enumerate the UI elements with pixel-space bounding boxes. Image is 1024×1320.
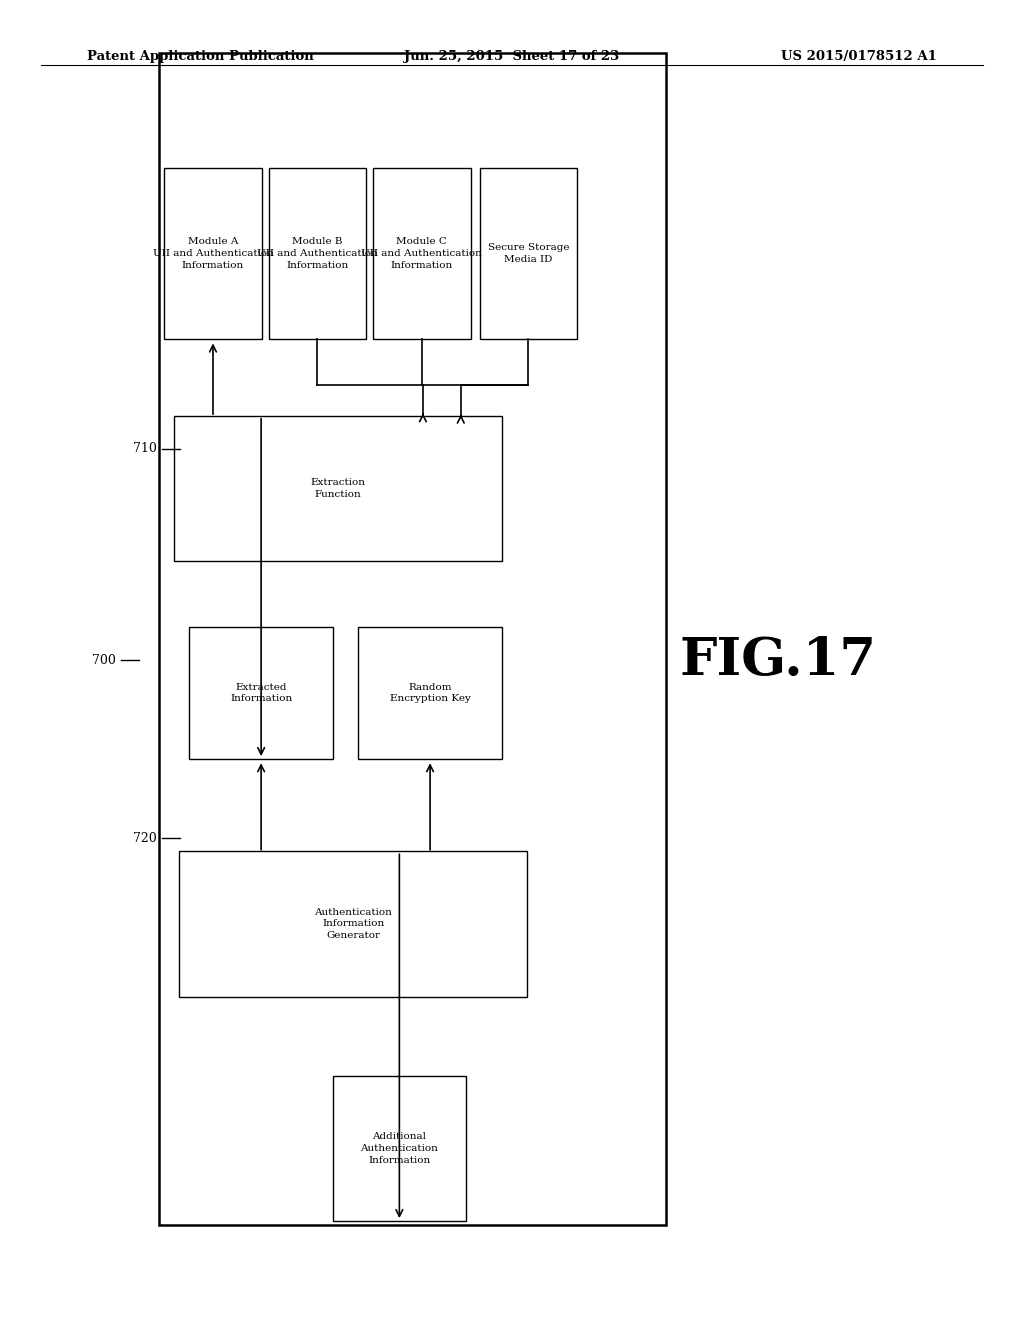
- Text: Module A
UII and Authentication
Information: Module A UII and Authentication Informat…: [153, 238, 273, 269]
- Text: Secure Storage
Media ID: Secure Storage Media ID: [487, 243, 569, 264]
- Text: Random
Encryption Key: Random Encryption Key: [390, 682, 470, 704]
- Bar: [189, 627, 333, 759]
- Bar: [373, 168, 471, 339]
- Text: 700: 700: [92, 653, 116, 667]
- Bar: [268, 168, 367, 339]
- Text: Authentication
Information
Generator: Authentication Information Generator: [314, 908, 392, 940]
- Bar: [358, 627, 502, 759]
- Text: Jun. 25, 2015  Sheet 17 of 23: Jun. 25, 2015 Sheet 17 of 23: [404, 50, 620, 63]
- Bar: [479, 168, 578, 339]
- Text: Additional
Authentication
Information: Additional Authentication Information: [360, 1133, 438, 1164]
- Bar: [179, 851, 527, 997]
- Bar: [333, 1076, 466, 1221]
- Text: 710: 710: [133, 442, 157, 455]
- Bar: [159, 53, 666, 1225]
- Text: Module C
UII and Authentication
Information: Module C UII and Authentication Informat…: [361, 238, 482, 269]
- Text: Module B
UII and Authentication
Information: Module B UII and Authentication Informat…: [257, 238, 378, 269]
- Text: Extracted
Information: Extracted Information: [230, 682, 292, 704]
- Text: Patent Application Publication: Patent Application Publication: [87, 50, 313, 63]
- Bar: [164, 168, 261, 339]
- Text: FIG.17: FIG.17: [680, 635, 877, 685]
- Text: Extraction
Function: Extraction Function: [310, 478, 366, 499]
- Bar: [174, 416, 502, 561]
- Text: US 2015/0178512 A1: US 2015/0178512 A1: [781, 50, 937, 63]
- Text: 720: 720: [133, 832, 157, 845]
